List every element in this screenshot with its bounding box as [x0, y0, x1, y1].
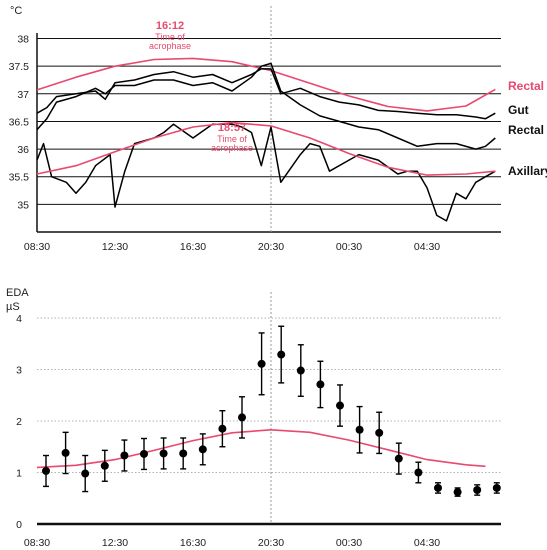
eda-point	[375, 428, 384, 437]
y-tick-label: 2	[16, 416, 22, 428]
y-tick-label: 4	[16, 313, 22, 325]
eda-point	[277, 350, 286, 359]
x-tick-label: 16:30	[180, 537, 206, 549]
y-unit-label: µS	[6, 301, 20, 313]
eda-point	[316, 380, 325, 389]
series-label: Gut	[508, 103, 529, 117]
eda-chart: 0 1 2 3 4 EDA µS 08:30 12:30 16:30 20:30 00:30 04:30	[6, 287, 501, 549]
y-tick-label: 35	[17, 199, 29, 211]
acrophase-caption: Time of	[155, 32, 185, 42]
x-tick-label: 08:30	[24, 241, 50, 253]
eda-point	[100, 461, 109, 470]
eda-point	[257, 359, 266, 368]
x-tick-label: 00:30	[336, 537, 362, 549]
eda-point	[140, 449, 148, 458]
series-label: Axillary	[508, 164, 547, 178]
eda-point	[473, 486, 482, 495]
x-tick-label: 20:30	[258, 241, 284, 253]
x-tick-label: 12:30	[102, 241, 128, 253]
gut-temperature-line	[36, 68, 496, 120]
eda-point	[414, 468, 423, 477]
y-unit-label: °C	[10, 5, 22, 17]
acrophase-time: 18:57	[218, 122, 246, 134]
y-tick-label: 38	[17, 34, 29, 46]
y-tick-label: 35.5	[9, 172, 30, 184]
eda-fit-curve	[36, 428, 486, 469]
y-tick-label: 37.5	[9, 61, 30, 73]
y-tick-label: 3	[16, 365, 22, 377]
eda-point	[159, 449, 168, 458]
series-label: Rectal	[508, 123, 544, 137]
rectal-temperature-line	[36, 62, 496, 150]
eda-point	[42, 466, 50, 475]
eda-point	[453, 488, 462, 497]
eda-point	[179, 449, 188, 458]
eda-point	[434, 483, 442, 492]
acrophase-caption: Time of	[217, 134, 247, 144]
y-tick-label: 36	[17, 144, 29, 156]
series-label: Rectal	[508, 79, 544, 93]
acrophase-caption: acrophase	[211, 143, 253, 153]
y-unit-label: EDA	[6, 287, 29, 299]
x-tick-label: 04:30	[414, 537, 440, 549]
y-tick-label: 0	[16, 519, 22, 531]
y-tick-label: 36.5	[9, 116, 30, 128]
y-tick-label: 37	[17, 89, 29, 101]
axillary-temperature-line	[36, 123, 496, 222]
eda-point	[81, 469, 90, 478]
eda-point	[238, 413, 246, 422]
x-tick-label: 12:30	[102, 537, 128, 549]
axillary-cosinor-curve	[36, 121, 496, 176]
y-tick-label: 1	[16, 468, 22, 480]
x-tick-label: 08:30	[24, 537, 50, 549]
x-tick-label: 00:30	[336, 241, 362, 253]
x-tick-label: 04:30	[414, 241, 440, 253]
eda-point	[198, 445, 207, 454]
acrophase-caption: acrophase	[149, 41, 191, 51]
temperature-chart: 35 35.5 36 36.5 37 37.5 38 °C 08:30 12:30 16:30 20:…	[9, 5, 547, 253]
eda-point	[120, 451, 129, 460]
x-tick-label: 20:30	[258, 537, 284, 549]
eda-point	[336, 401, 344, 410]
x-tick-label: 16:30	[180, 241, 206, 253]
eda-point	[61, 448, 70, 457]
eda-point	[296, 366, 305, 375]
eda-point	[355, 425, 364, 434]
acrophase-time: 16:12	[156, 20, 184, 32]
eda-point	[492, 483, 501, 492]
eda-point	[218, 424, 227, 433]
eda-point	[394, 454, 403, 463]
